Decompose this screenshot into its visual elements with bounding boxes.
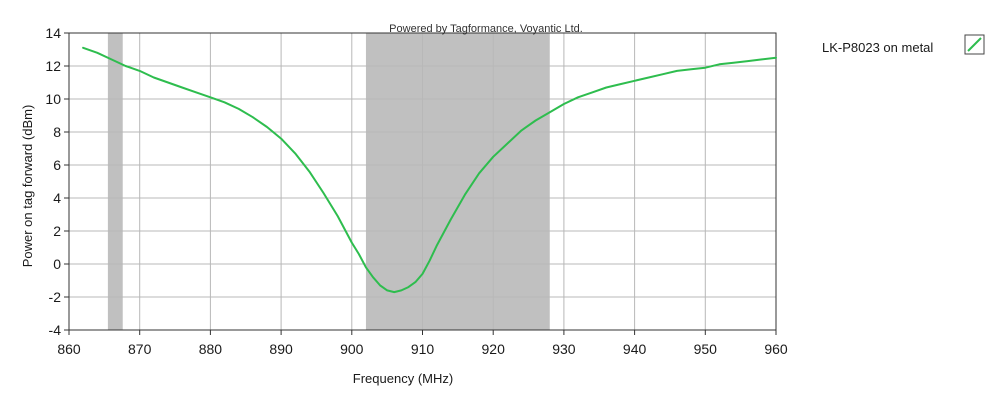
x-tick-label: 910: [411, 341, 435, 357]
x-tick-label: 920: [482, 341, 506, 357]
y-tick-label: 12: [45, 58, 61, 74]
x-axis-title: Frequency (MHz): [353, 371, 453, 386]
y-tick-label: -2: [49, 289, 62, 305]
x-tick-label: 880: [199, 341, 223, 357]
x-tick-label: 930: [552, 341, 576, 357]
y-tick-label: 8: [53, 124, 61, 140]
grid-lines: [68, 32, 777, 331]
shaded-band-1: [365, 33, 550, 330]
y-tick-label: 14: [45, 25, 61, 41]
x-tick-label: 960: [764, 341, 788, 357]
legend-swatch-line: [967, 37, 982, 52]
x-tick-label: 890: [269, 341, 293, 357]
shaded-bands: [107, 33, 550, 330]
y-tick-label: 6: [53, 157, 61, 173]
y-tick-label: 0: [53, 256, 61, 272]
x-tick-label: 900: [340, 341, 364, 357]
x-tick-label: 950: [694, 341, 718, 357]
y-tick-label: -4: [49, 322, 62, 338]
y-tick-label: 4: [53, 190, 61, 206]
series-line-0: [82, 46, 777, 294]
y-tick-label: 2: [53, 223, 61, 239]
y-tick-label: 10: [45, 91, 61, 107]
series-layer: [82, 46, 777, 294]
shaded-band-0: [107, 33, 123, 330]
legend: LK-P8023 on metal: [822, 34, 985, 55]
x-tick-label: 940: [623, 341, 647, 357]
y-axis-ticks: -4 -2 0 2 4 6 8 10 12 14: [45, 25, 69, 338]
x-tick-label: 870: [128, 341, 152, 357]
legend-label: LK-P8023 on metal: [822, 40, 933, 55]
watermark-text: Powered by Tagformance, Voyantic Ltd.: [389, 23, 583, 35]
y-axis-title: Power on tag forward (dBm): [20, 105, 35, 268]
x-tick-label: 860: [57, 341, 81, 357]
x-axis-ticks: 860 870 880 890 900 910 920 930 940 950 960: [57, 330, 788, 357]
